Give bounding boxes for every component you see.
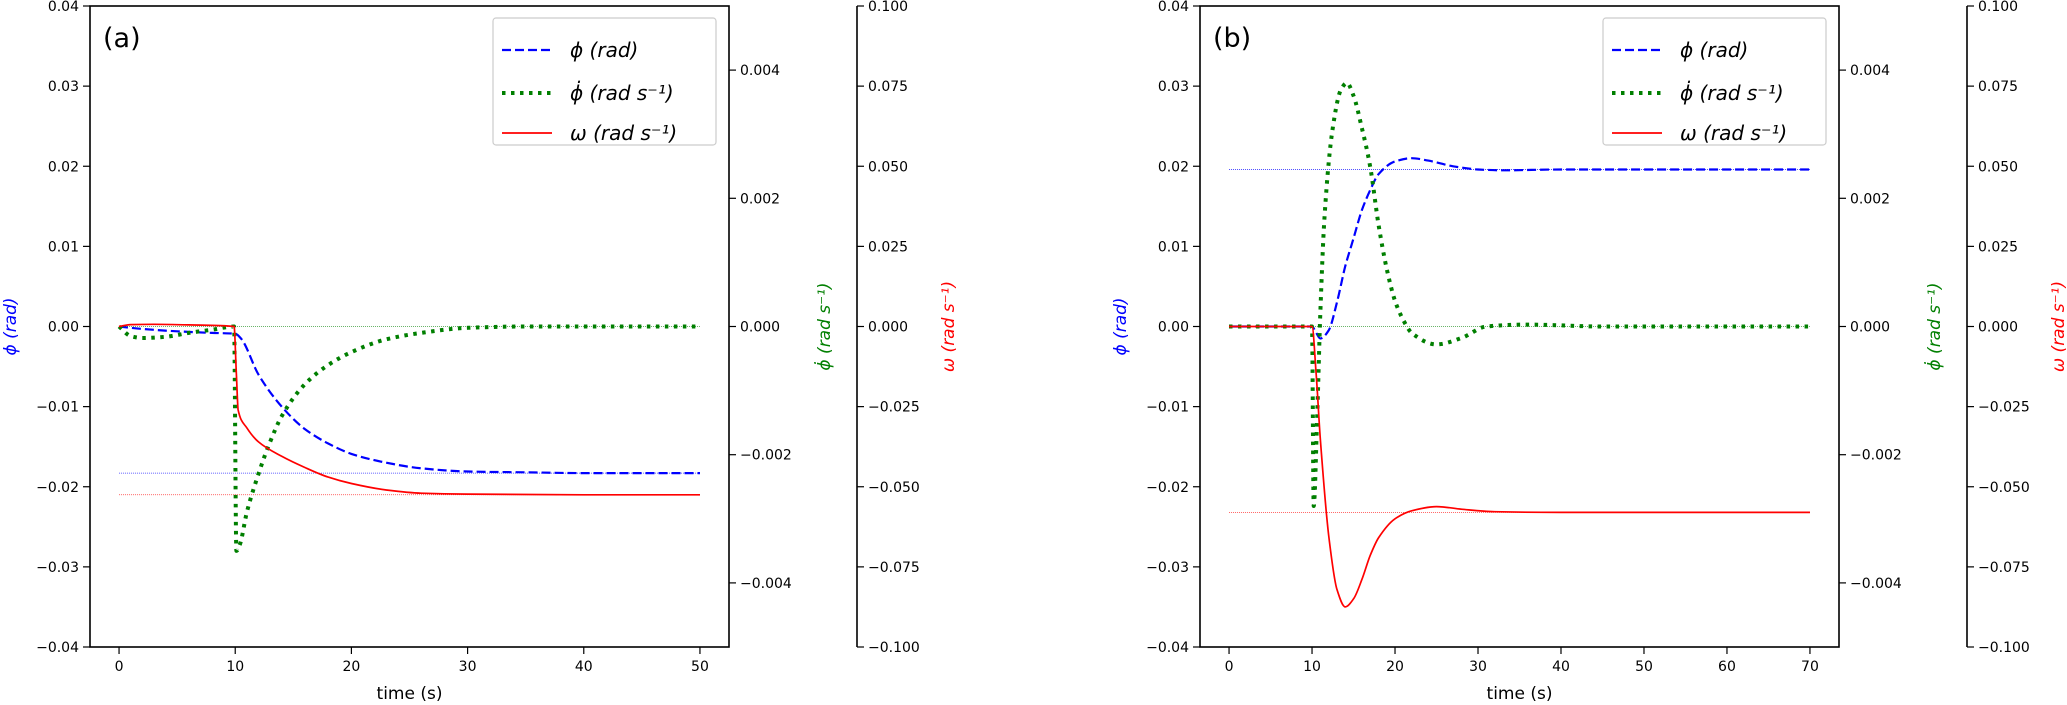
x-tick-label: 0 (1225, 659, 1234, 675)
y-left-tick-label: 0.00 (48, 320, 79, 336)
y-axis-label-omega: ω (rad s⁻¹) (939, 281, 959, 372)
y-omega-tick-label: −0.075 (868, 560, 920, 576)
x-tick-label: 50 (1635, 659, 1653, 675)
panel-label: (b) (1213, 23, 1251, 54)
y-left-tick-label: 0.01 (48, 239, 79, 255)
y-omega-tick-label: 0.000 (1978, 320, 2018, 336)
x-tick-label: 70 (1801, 659, 1819, 675)
y-left-tick-label: 0.03 (48, 79, 79, 95)
y-omega-tick-label: 0.075 (868, 79, 908, 95)
y-phidot-tick-label: −0.002 (1850, 448, 1902, 464)
x-tick-label: 0 (115, 659, 124, 675)
x-axis-label: time (s) (1487, 684, 1553, 704)
y-left-tick-label: −0.02 (36, 480, 79, 496)
y-left-tick-label: −0.04 (1146, 640, 1189, 656)
y-left-tick-label: −0.03 (1146, 560, 1189, 576)
x-axis-label: time (s) (377, 684, 443, 704)
y-phidot-tick-label: 0.000 (1850, 320, 1890, 336)
y-phidot-tick-label: −0.004 (740, 576, 792, 592)
y-omega-tick-label: −0.025 (1978, 400, 2030, 416)
y-phidot-tick-label: 0.004 (740, 63, 780, 79)
y-left-tick-label: 0.03 (1158, 79, 1189, 95)
y-left-tick-label: 0.04 (1158, 0, 1189, 15)
y-omega-tick-label: 0.025 (1978, 239, 2018, 255)
y-left-tick-label: 0.01 (1158, 239, 1189, 255)
series-line-right1 (117, 324, 700, 553)
legend-label: ϕ̇ (rad s⁻¹) (1680, 80, 1784, 105)
y-left-tick-label: −0.03 (36, 560, 79, 576)
y-omega-tick-label: 0.000 (868, 320, 908, 336)
y-phidot-tick-label: 0.000 (740, 320, 780, 336)
x-tick-label: 40 (1552, 659, 1570, 675)
y-left-tick-label: 0.02 (1158, 159, 1189, 175)
y-omega-tick-label: 0.025 (868, 239, 908, 255)
x-tick-label: 50 (691, 659, 709, 675)
panel-a: 0 10 20 30 40 50 time (s) 0.04 0.03 0.02 0.01 0.00 −… (1, 0, 959, 704)
series-line-right1 (1229, 80, 1810, 509)
y-left-tick-label: −0.01 (36, 400, 79, 416)
legend-label: ω (rad s⁻¹) (570, 121, 677, 145)
y-omega-tick-label: −0.100 (1978, 640, 2030, 656)
legend-label: ϕ (rad) (570, 38, 638, 62)
series-line-right2 (1229, 325, 1810, 608)
y-left-tick-label: −0.04 (36, 640, 79, 656)
y-omega-tick-label: −0.050 (868, 480, 920, 496)
y-omega-tick-label: −0.075 (1978, 560, 2030, 576)
legend: ϕ (rad) ϕ̇ (rad s⁻¹) ω (rad s⁻¹) (1602, 17, 1827, 146)
legend: ϕ (rad) ϕ̇ (rad s⁻¹) ω (rad s⁻¹) (492, 17, 717, 146)
x-tick-label: 10 (1303, 659, 1321, 675)
y-omega-tick-label: 0.050 (868, 159, 908, 175)
y-axis-label-phi: ϕ (rad) (1, 297, 21, 355)
y-left-tick-label: −0.01 (1146, 400, 1189, 416)
series-line-right2 (118, 323, 700, 496)
y-omega-tick-label: 0.075 (1978, 79, 2018, 95)
x-tick-label: 60 (1718, 659, 1736, 675)
x-tick-label: 40 (575, 659, 593, 675)
y-omega-tick-label: −0.100 (868, 640, 920, 656)
y-axis-label-omega: ω (rad s⁻¹) (2049, 281, 2067, 372)
legend-label: ϕ (rad) (1680, 38, 1748, 62)
y-axis-label-phidot: ϕ̇ (rad s⁻¹) (812, 282, 835, 370)
y-left-tick-label: −0.02 (1146, 480, 1189, 496)
y-omega-tick-label: 0.050 (1978, 159, 2018, 175)
y-axis-label-phi: ϕ (rad) (1111, 297, 1131, 355)
x-tick-label: 20 (342, 659, 360, 675)
panel-b: 0 10 20 30 40 50 60 70 time (s) 0.04 0.03 0.02 0.01 0… (1111, 0, 2067, 704)
x-tick-label: 20 (1386, 659, 1404, 675)
y-phidot-tick-label: −0.004 (1850, 576, 1902, 592)
series-line-left (1229, 157, 1810, 340)
x-tick-label: 10 (226, 659, 244, 675)
legend-label: ω (rad s⁻¹) (1680, 121, 1787, 145)
y-phidot-tick-label: 0.002 (740, 191, 780, 207)
y-phidot-tick-label: 0.004 (1850, 63, 1890, 79)
x-tick-label: 30 (1469, 659, 1487, 675)
x-tick-label: 30 (459, 659, 477, 675)
y-phidot-tick-label: 0.002 (1850, 191, 1890, 207)
y-left-tick-label: 0.04 (48, 0, 79, 15)
y-omega-tick-label: 0.100 (1978, 0, 2018, 15)
y-omega-tick-label: 0.100 (868, 0, 908, 15)
panel-label: (a) (103, 23, 141, 54)
legend-label: ϕ̇ (rad s⁻¹) (570, 80, 674, 105)
series-line-left (118, 325, 700, 475)
y-left-tick-label: 0.02 (48, 159, 79, 175)
y-omega-tick-label: −0.050 (1978, 480, 2030, 496)
y-left-tick-label: 0.00 (1158, 320, 1189, 336)
y-phidot-tick-label: −0.002 (740, 448, 792, 464)
y-axis-label-phidot: ϕ̇ (rad s⁻¹) (1922, 282, 1945, 370)
y-omega-tick-label: −0.025 (868, 400, 920, 416)
